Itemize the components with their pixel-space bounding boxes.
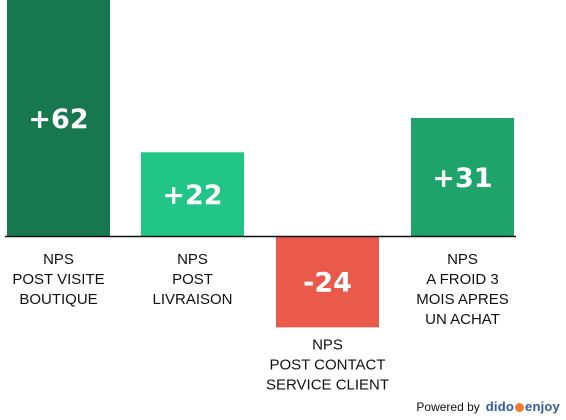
category-label-0: NPS POST VISITE BOUTIQUE (12, 251, 104, 308)
bar-0 (7, 0, 110, 236)
brand-logo-left: dido (485, 399, 515, 414)
category-label-2: NPS POST CONTACT SERVICE CLIENT (266, 336, 389, 393)
bar-value-label-1: +22 (162, 180, 222, 211)
category-label-line: SERVICE CLIENT (266, 376, 389, 393)
category-label-line: POST VISITE (12, 271, 104, 288)
category-label-line: NPS (177, 251, 208, 268)
bar-value-label-2: -24 (303, 268, 352, 299)
bar-3 (411, 118, 514, 236)
category-label-3: NPS A FROID 3 MOIS APRES UN ACHAT (416, 251, 509, 328)
category-label-line: MOIS APRES (416, 291, 509, 308)
category-label-line: BOUTIQUE (19, 291, 97, 308)
category-label-line: NPS (43, 251, 74, 268)
category-label-line: POST CONTACT (269, 356, 385, 373)
bar-1 (141, 152, 244, 236)
bar-2 (276, 236, 379, 328)
powered-by-label: Powered by (416, 399, 480, 414)
brand-logo: dido enjoy (486, 399, 560, 414)
category-label-1: NPS POST LIVRAISON (152, 251, 232, 308)
brand-logo-right: enjoy (525, 399, 560, 414)
category-label-line: LIVRAISON (152, 291, 232, 308)
bar-value-label-0: +62 (28, 104, 88, 135)
brand-dot-icon (515, 403, 525, 412)
category-label-line: NPS (312, 336, 343, 353)
category-label-line: A FROID 3 (426, 271, 499, 288)
bar-value-label-3: +31 (432, 163, 492, 194)
powered-by-footer: Powered by dido enjoy (416, 399, 560, 414)
category-label-line: NPS (447, 251, 478, 268)
category-label-line: UN ACHAT (425, 311, 500, 328)
category-label-line: POST (172, 271, 213, 288)
